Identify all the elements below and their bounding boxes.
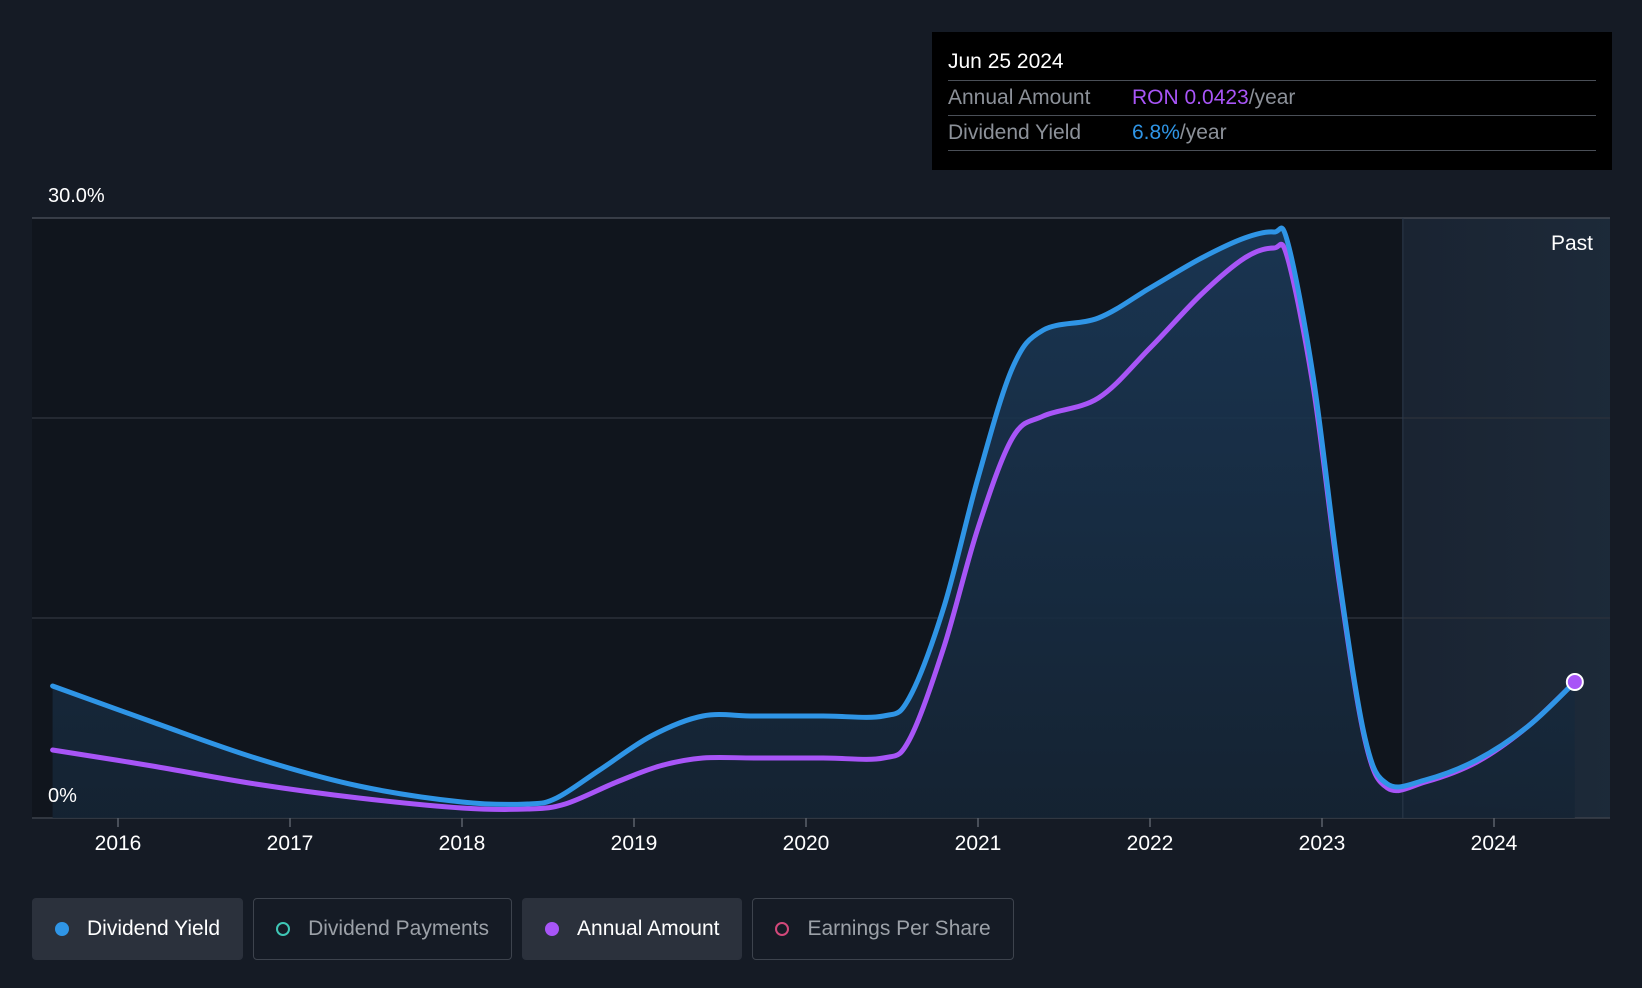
x-tick-label: 2017 bbox=[267, 832, 314, 855]
dividend-yield-dot-icon bbox=[55, 922, 69, 936]
x-tick-label: 2022 bbox=[1127, 832, 1174, 855]
annual-amount-dot-icon bbox=[545, 922, 560, 936]
legend-annual-amount-button[interactable]: Annual Amount bbox=[522, 898, 743, 960]
legend-label: Dividend Payments bbox=[308, 917, 490, 940]
legend-dividend-yield-button[interactable]: Dividend Yield bbox=[32, 898, 244, 960]
tooltip-suffix: /year bbox=[1248, 86, 1296, 109]
tooltip-value: 6.8% bbox=[1132, 121, 1180, 144]
tooltip-suffix: /year bbox=[1179, 121, 1227, 144]
y-tick-label: 30.0% bbox=[48, 185, 105, 207]
x-tick-label: 2016 bbox=[95, 832, 142, 855]
x-axis-ticks: 2016 2017 2018 2019 2020 2021 2022 2023 2024 bbox=[95, 818, 1518, 855]
past-label: Past bbox=[1551, 232, 1593, 255]
chart-legend: Dividend Yield Dividend Payments Annual … bbox=[32, 898, 1014, 960]
tooltip-date: Jun 25 2024 bbox=[948, 48, 1596, 81]
legend-label: Earnings Per Share bbox=[807, 917, 991, 940]
dividend-yield-line bbox=[50, 225, 1578, 807]
x-tick-label: 2019 bbox=[611, 832, 658, 855]
y-tick-label: 0% bbox=[48, 785, 77, 807]
tooltip: Jun 25 2024 Annual Amount RON 0.0423/year… bbox=[932, 32, 1612, 170]
y-axis-labels: 0% 30.0% bbox=[48, 185, 105, 807]
x-tick-label: 2021 bbox=[955, 832, 1002, 855]
x-tick-label: 2020 bbox=[783, 832, 830, 855]
tooltip-row-annual-amount: Annual Amount RON 0.0423/year bbox=[948, 81, 1596, 116]
legend-dividend-payments-button[interactable]: Dividend Payments bbox=[253, 898, 513, 960]
x-tick-label: 2018 bbox=[439, 832, 486, 855]
dividend-payments-circle-icon bbox=[276, 922, 291, 936]
annual-amount-end-marker bbox=[1565, 673, 1584, 691]
past-region bbox=[1402, 218, 1610, 818]
dividend-yield-area bbox=[52, 228, 1575, 819]
x-tick-label: 2024 bbox=[1471, 832, 1518, 855]
legend-label: Annual Amount bbox=[577, 917, 720, 940]
tooltip-row-dividend-yield: Dividend Yield 6.8%/year bbox=[948, 116, 1596, 151]
legend-label: Dividend Yield bbox=[87, 917, 221, 940]
x-tick-label: 2023 bbox=[1299, 832, 1346, 855]
earnings-per-share-circle-icon bbox=[775, 922, 790, 936]
tooltip-key: Annual Amount bbox=[948, 86, 1091, 109]
legend-earnings-per-share-button[interactable]: Earnings Per Share bbox=[752, 898, 1014, 960]
tooltip-key: Dividend Yield bbox=[948, 121, 1082, 144]
tooltip-value: RON 0.0423 bbox=[1132, 86, 1249, 109]
